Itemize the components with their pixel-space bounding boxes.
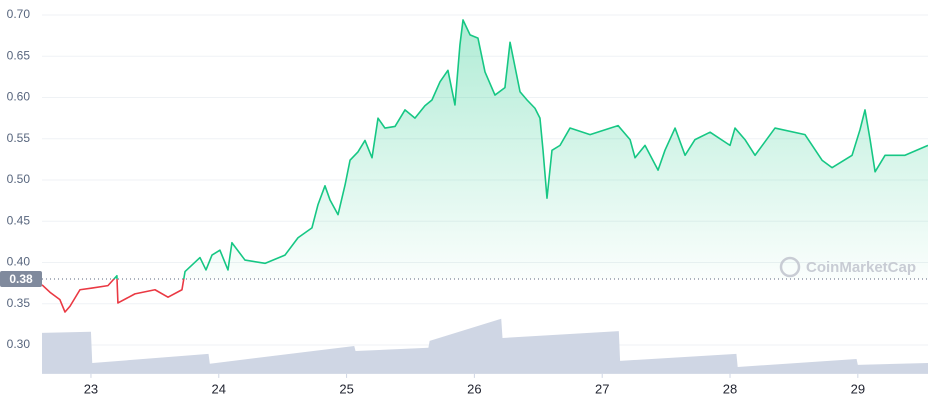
y-tick-label: 0.70 [7,7,31,21]
x-tick-label: 24 [212,381,226,396]
y-tick-label: 0.60 [7,90,31,104]
watermark-text: CoinMarketCap [806,259,916,276]
price-area [113,19,928,280]
baseline-label: 0.38 [9,272,33,286]
y-tick-label: 0.55 [7,131,31,145]
x-tick-label: 25 [339,381,353,396]
y-tick-label: 0.40 [7,255,31,269]
watermark-logo [779,256,801,278]
y-tick-label: 0.35 [7,296,31,310]
x-tick-label: 28 [723,381,737,396]
volume-area [42,318,928,374]
y-tick-label: 0.45 [7,213,31,227]
x-tick-label: 23 [84,381,98,396]
x-tick-label: 29 [851,381,865,396]
y-tick-label: 0.30 [7,337,31,351]
watermark: CoinMarketCap [779,256,916,278]
price-line [41,19,928,313]
y-tick-label: 0.50 [7,172,31,186]
x-tick-label: 26 [467,381,481,396]
x-tick-label: 27 [595,381,609,396]
baseline-badge [0,271,42,288]
y-tick-label: 0.65 [7,48,31,62]
